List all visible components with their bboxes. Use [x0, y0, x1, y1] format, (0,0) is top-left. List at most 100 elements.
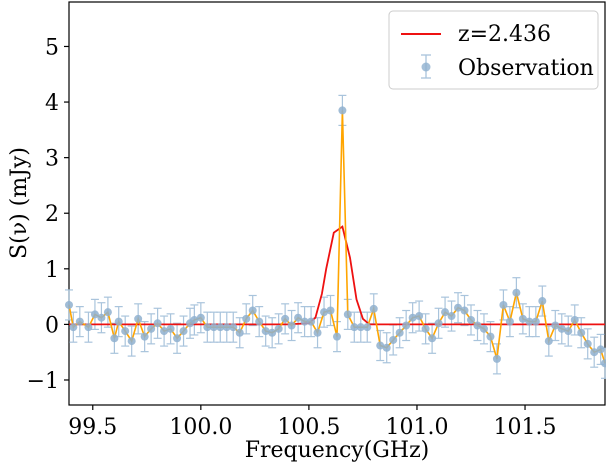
observation-point [486, 332, 495, 341]
observation-point [356, 323, 365, 332]
legend-observation-label: Observation [458, 56, 594, 81]
observation-point [209, 323, 218, 332]
x-tick-label: 99.5 [68, 415, 117, 440]
observation-point [216, 323, 225, 332]
observation-point [147, 324, 156, 333]
observation-point [287, 321, 296, 330]
observation-point [294, 313, 303, 322]
y-axis-ticks: −1 0 1 2 3 4 5 [27, 35, 69, 394]
observation-point [402, 321, 411, 330]
observation-point [255, 317, 264, 326]
observation-point [338, 106, 347, 115]
observation-point [268, 328, 277, 337]
plot-frame [68, 1, 606, 406]
observation-point [428, 334, 437, 343]
observation-point [479, 324, 488, 333]
observation-point [434, 319, 443, 328]
x-tick-label: 100.0 [169, 415, 232, 440]
x-tick-label: 101.5 [494, 415, 557, 440]
observation-point [274, 324, 283, 333]
observation-point [173, 334, 182, 343]
observation-point [512, 288, 521, 297]
legend: z=2.436 Observation [388, 10, 599, 90]
observation-point [531, 317, 540, 326]
observation-point [389, 335, 398, 344]
observation-point [121, 327, 130, 336]
observation-points [65, 106, 606, 368]
observation-point [583, 339, 592, 348]
observation-point [153, 319, 162, 328]
observation-point [467, 315, 475, 324]
observation-point [179, 327, 188, 336]
observation-point [454, 303, 463, 312]
observation-point [300, 317, 309, 326]
observation-point [441, 308, 450, 317]
observation-point [376, 341, 385, 350]
observation-point [222, 323, 231, 332]
observation-point [307, 317, 316, 326]
x-axis-ticks: 99.5 100.0 100.5 101.0 101.5 [68, 405, 557, 440]
observation-point [460, 306, 469, 315]
legend-model-label: z=2.436 [458, 22, 551, 47]
observation-point [601, 359, 606, 368]
observation-point [363, 323, 372, 332]
observation-point [538, 297, 547, 306]
observation-point [492, 354, 501, 363]
observation-point [166, 324, 175, 333]
observation-point [248, 306, 257, 315]
observation-point [544, 337, 553, 346]
observation-point [103, 308, 112, 317]
y-tick-label: 1 [45, 258, 59, 283]
observation-point [140, 332, 149, 341]
observation-point [114, 317, 123, 326]
observation-point [408, 313, 417, 322]
observation-point [313, 328, 322, 337]
y-tick-label: 4 [45, 91, 59, 116]
observation-point [415, 312, 424, 321]
observation-point [564, 327, 573, 336]
observation-point [65, 300, 73, 309]
y-tick-label: 3 [45, 147, 59, 172]
observation-point [134, 314, 143, 323]
observation-point [84, 323, 93, 332]
observation-point [235, 328, 244, 337]
observation-point [382, 343, 391, 352]
observation-point [505, 317, 514, 326]
observation-point [333, 332, 341, 341]
observation-point [343, 310, 352, 319]
observation-point [525, 317, 534, 326]
observation-point [369, 304, 378, 313]
y-tick-label: 5 [45, 35, 59, 60]
observation-point [320, 308, 329, 317]
observation-point [570, 315, 579, 324]
observation-point [281, 314, 290, 323]
observation-point [160, 327, 169, 336]
y-tick-label: −1 [27, 369, 59, 394]
observation-point [421, 324, 430, 333]
legend-box [388, 10, 599, 90]
plot-area [68, 1, 606, 406]
observation-point [90, 310, 99, 319]
observation-point [242, 314, 251, 323]
observation-point [473, 321, 482, 330]
observation-point [590, 348, 599, 357]
x-tick-label: 100.5 [277, 415, 340, 440]
observation-point [326, 306, 335, 315]
observation-point [577, 328, 586, 337]
y-axis-label: S(ν) (mJy) [7, 147, 32, 259]
y-tick-label: 0 [45, 313, 59, 338]
observation-point [229, 323, 238, 332]
observation-point [518, 314, 527, 323]
observation-point [447, 312, 456, 321]
observation-point [69, 323, 78, 332]
observation-point [127, 337, 136, 346]
observation-point [196, 313, 205, 322]
x-axis-label: Frequency(GHz) [245, 438, 430, 463]
observation-point [110, 334, 119, 343]
observation-point [596, 345, 605, 354]
x-tick-label: 101.0 [385, 415, 448, 440]
observation-point [190, 315, 199, 324]
observation-point [499, 300, 508, 309]
observation-point [75, 317, 84, 326]
